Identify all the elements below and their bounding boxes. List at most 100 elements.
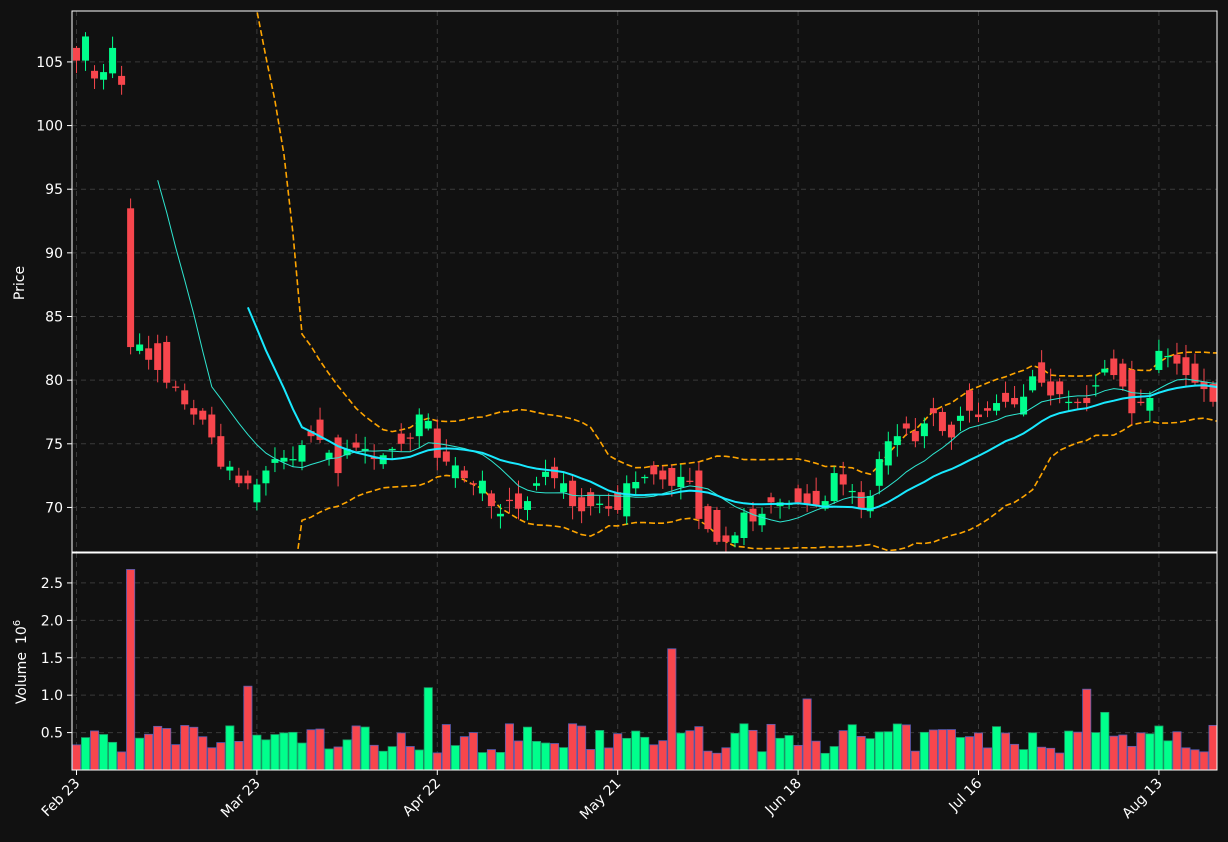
volume-bar [180,725,190,770]
volume-bar [865,738,875,770]
candle-body [271,459,279,463]
volume-bar [550,743,560,770]
volume-bar [541,742,551,770]
volume-bar [974,732,984,770]
candle-body [91,70,99,79]
volume-bar [937,729,947,770]
candle-body [1164,355,1172,358]
candle-body [406,437,414,439]
candle-body [1119,363,1127,387]
candle-body [803,493,811,504]
candle-body [533,483,541,486]
volume-bar [1082,688,1092,770]
candle-body [569,480,577,507]
volume-bar [423,687,433,770]
volume-bar [658,740,668,770]
volume-bar [721,747,731,770]
candle-body [199,410,207,420]
candle-body [848,490,856,493]
candle-body [343,448,351,456]
candle-body [551,466,559,479]
volume-bar [883,731,893,770]
candle-body [947,424,955,438]
candle-body [235,475,243,484]
volume-bar [144,733,154,770]
volume-bar [775,737,785,770]
volume-bar [297,742,307,770]
volume-bar [99,734,109,770]
candle-body [1065,401,1073,404]
volume-bar [333,746,343,770]
candle-body [542,471,550,477]
volume-axis-label-text: Volume [14,652,30,704]
candle-body [334,437,342,474]
volume-panel-frame [71,552,1218,771]
candle-body [893,436,901,446]
volume-tick-label: 2.5 [41,576,63,592]
volume-bar [153,725,163,770]
volume-bar [1172,731,1182,770]
candle-body [1128,369,1136,414]
candle-body [794,488,802,503]
candle-body [1191,363,1199,383]
candle-body [1092,385,1100,387]
candle-body [253,484,261,503]
volume-bar [739,723,749,770]
price-tick-label: 90 [45,246,63,262]
volume-bar [964,736,974,770]
volume-bar [1154,725,1164,770]
candle-body [226,466,234,471]
volume-bar [847,724,857,770]
volume-bar [405,746,415,770]
volume-bar [225,725,235,770]
candle-body [975,414,982,418]
candle-body [469,483,477,485]
date-tick-label: Aug 13 [1119,776,1165,822]
candle-body [857,492,865,509]
candle-body [596,503,604,505]
volume-tick-label: 1.0 [41,688,63,704]
candle-body [262,470,270,484]
volume-bar [892,723,902,770]
candle-body [172,386,180,388]
volume-axis-label-exponent: 10 [14,626,30,644]
volume-bar [685,730,695,770]
candle-body [460,470,468,479]
volume-bar [955,737,965,770]
volume-bar [171,744,181,770]
volume-bar [766,723,776,770]
candle-body [100,72,108,80]
volume-bar [234,740,244,770]
price-tick-label: 95 [45,182,63,198]
price-tick-label: 80 [45,373,63,389]
volume-bar [1190,749,1200,770]
candle-body [1219,393,1226,410]
price-tick-label: 85 [45,310,63,326]
candle-body [289,459,297,461]
volume-bar [523,726,533,770]
volume-bar [1046,747,1056,770]
volume-bar [532,741,542,770]
volume-bar [1001,732,1011,770]
candle-body [424,420,432,429]
candle-body [352,442,360,448]
volume-bar [1073,731,1083,770]
volume-bar [513,740,523,770]
candle-body [478,480,486,494]
volume-bar [495,752,505,770]
volume-bar [640,736,650,770]
volume-bar [360,726,370,770]
candle-body [514,493,522,509]
volume-bar [1028,732,1038,770]
candle-body [911,431,919,442]
price-tick-label: 70 [45,500,63,516]
candle-body [839,474,847,485]
price-tick-label: 105 [36,55,63,71]
candle-body [821,501,829,509]
price-panel-frame [71,10,1218,553]
candle-body [758,513,766,526]
volume-bar [694,726,704,770]
volume-axis-ticks: 0.5 1.0 1.5 2.0 2.5 [41,576,72,742]
price-axis-label: Price [12,266,28,300]
candlesticks [73,32,1226,552]
